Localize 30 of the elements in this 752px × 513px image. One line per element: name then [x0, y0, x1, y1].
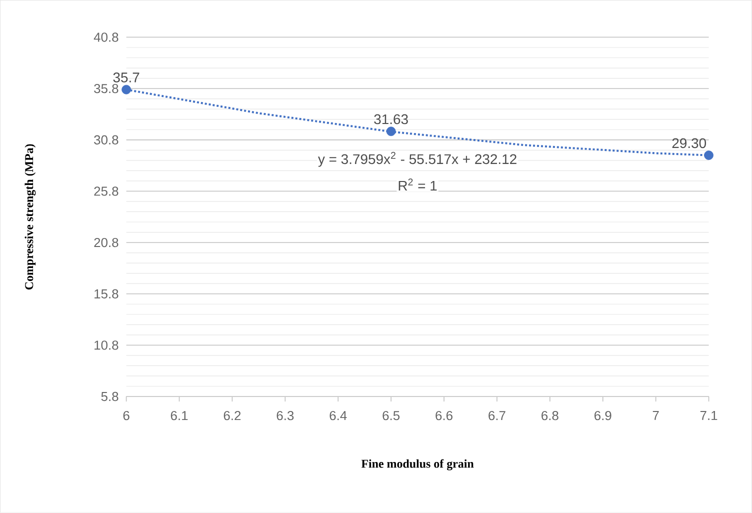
annotation: R$^{2}$ = 1	[398, 178, 437, 191]
y-tick-label: 35.8	[94, 84, 118, 94]
y-tick-label: 10.8	[94, 340, 118, 350]
x-tick-label: 7	[652, 411, 659, 420]
y-tick-label: 30.8	[94, 135, 118, 145]
point	[386, 126, 396, 136]
x-tick-label: 6	[123, 411, 130, 420]
x-tick-label: 6.7	[488, 411, 506, 420]
data-label: 35.7	[113, 72, 140, 82]
data-label: 31.63	[374, 114, 408, 124]
y-axis-title: Compressive strength (MPa)	[24, 144, 36, 290]
x-tick-label: 6.8	[542, 411, 558, 420]
annotation: y = 3.7959x$^{2}$ - 55.517x + 232.12	[318, 152, 516, 167]
point	[122, 84, 131, 94]
x-tick-label: 6.3	[276, 411, 294, 420]
y-tick-label: 40.8	[94, 32, 118, 42]
x-tick-label: 6.6	[436, 411, 452, 420]
y-tick-label: 20.8	[94, 238, 118, 248]
x-tick-label: 6.2	[224, 411, 241, 420]
y-tick-label: 5.8	[101, 392, 118, 402]
data-label: 29.30	[672, 138, 706, 148]
point	[704, 150, 714, 160]
y-tick-label: 25.8	[94, 186, 118, 196]
x-tick-label: 6.1	[170, 411, 188, 420]
x-tick-label: 6.9	[594, 411, 612, 420]
x-tick-label: 6.4	[330, 411, 347, 420]
y-tick-label: 15.8	[94, 289, 118, 299]
x-tick-label: 7.1	[700, 411, 718, 420]
x-axis-title: Fine modulus of grain	[361, 459, 474, 470]
x-tick-label: 6.5	[382, 411, 400, 420]
